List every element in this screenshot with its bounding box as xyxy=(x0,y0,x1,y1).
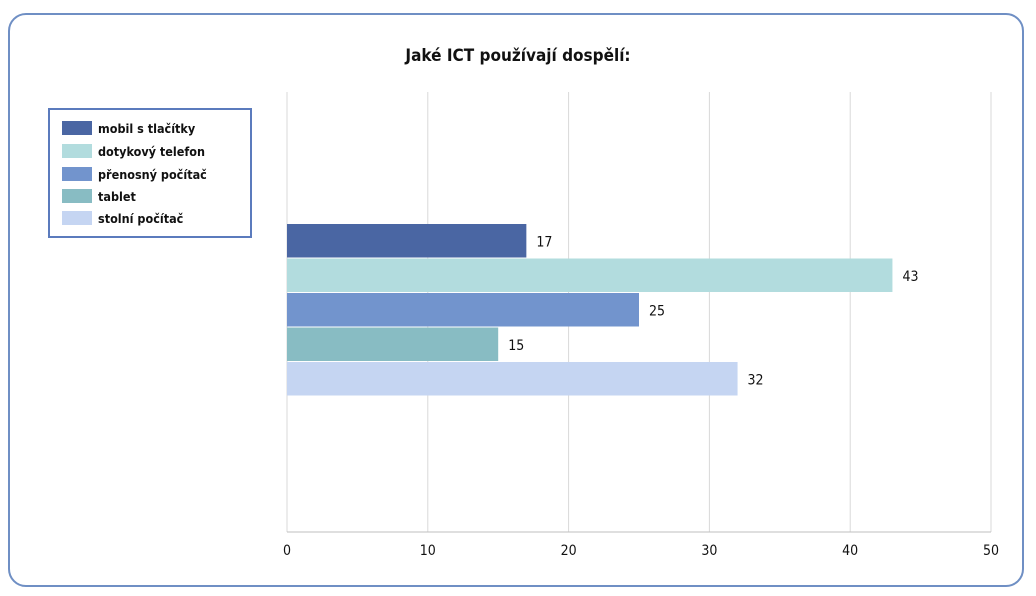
legend-label: dotykový telefon xyxy=(98,143,206,159)
legend-item-prenosny: přenosný počítač xyxy=(62,165,207,183)
x-tick-label: 30 xyxy=(701,543,717,559)
x-tick-label: 50 xyxy=(983,543,999,559)
bar xyxy=(287,362,738,396)
bar-value-label: 32 xyxy=(748,372,764,388)
chart-title: Jaké ICT používají dospělí: xyxy=(405,46,631,66)
legend-swatch xyxy=(62,121,92,135)
legend-item-mobil: mobil s tlačítky xyxy=(62,119,195,137)
legend-swatch xyxy=(62,211,92,225)
legend-item-tablet: tablet xyxy=(62,187,136,205)
legend-swatch xyxy=(62,144,92,158)
legend-label: přenosný počítač xyxy=(98,166,207,182)
x-tick-label: 0 xyxy=(283,543,291,559)
x-tick-label: 20 xyxy=(561,543,577,559)
bar xyxy=(287,224,527,258)
bar-value-label: 43 xyxy=(902,269,918,285)
legend-label: stolní počítač xyxy=(98,210,184,226)
legend-swatch xyxy=(62,167,92,181)
bar-value-label: 17 xyxy=(536,234,552,250)
bar-value-label: 25 xyxy=(649,303,665,319)
legend: mobil s tlačítky dotykový telefon přenos… xyxy=(48,108,252,238)
x-tick-label: 10 xyxy=(420,543,436,559)
legend-item-stolni: stolní počítač xyxy=(62,209,183,227)
x-tick-label: 40 xyxy=(842,543,858,559)
legend-label: mobil s tlačítky xyxy=(98,120,196,136)
bar-value-label: 15 xyxy=(508,338,524,354)
legend-swatch xyxy=(62,189,92,203)
bar xyxy=(287,327,499,361)
legend-label: tablet xyxy=(98,188,136,204)
legend-item-dotykovy: dotykový telefon xyxy=(62,142,205,160)
bar xyxy=(287,293,639,327)
bar xyxy=(287,258,893,292)
